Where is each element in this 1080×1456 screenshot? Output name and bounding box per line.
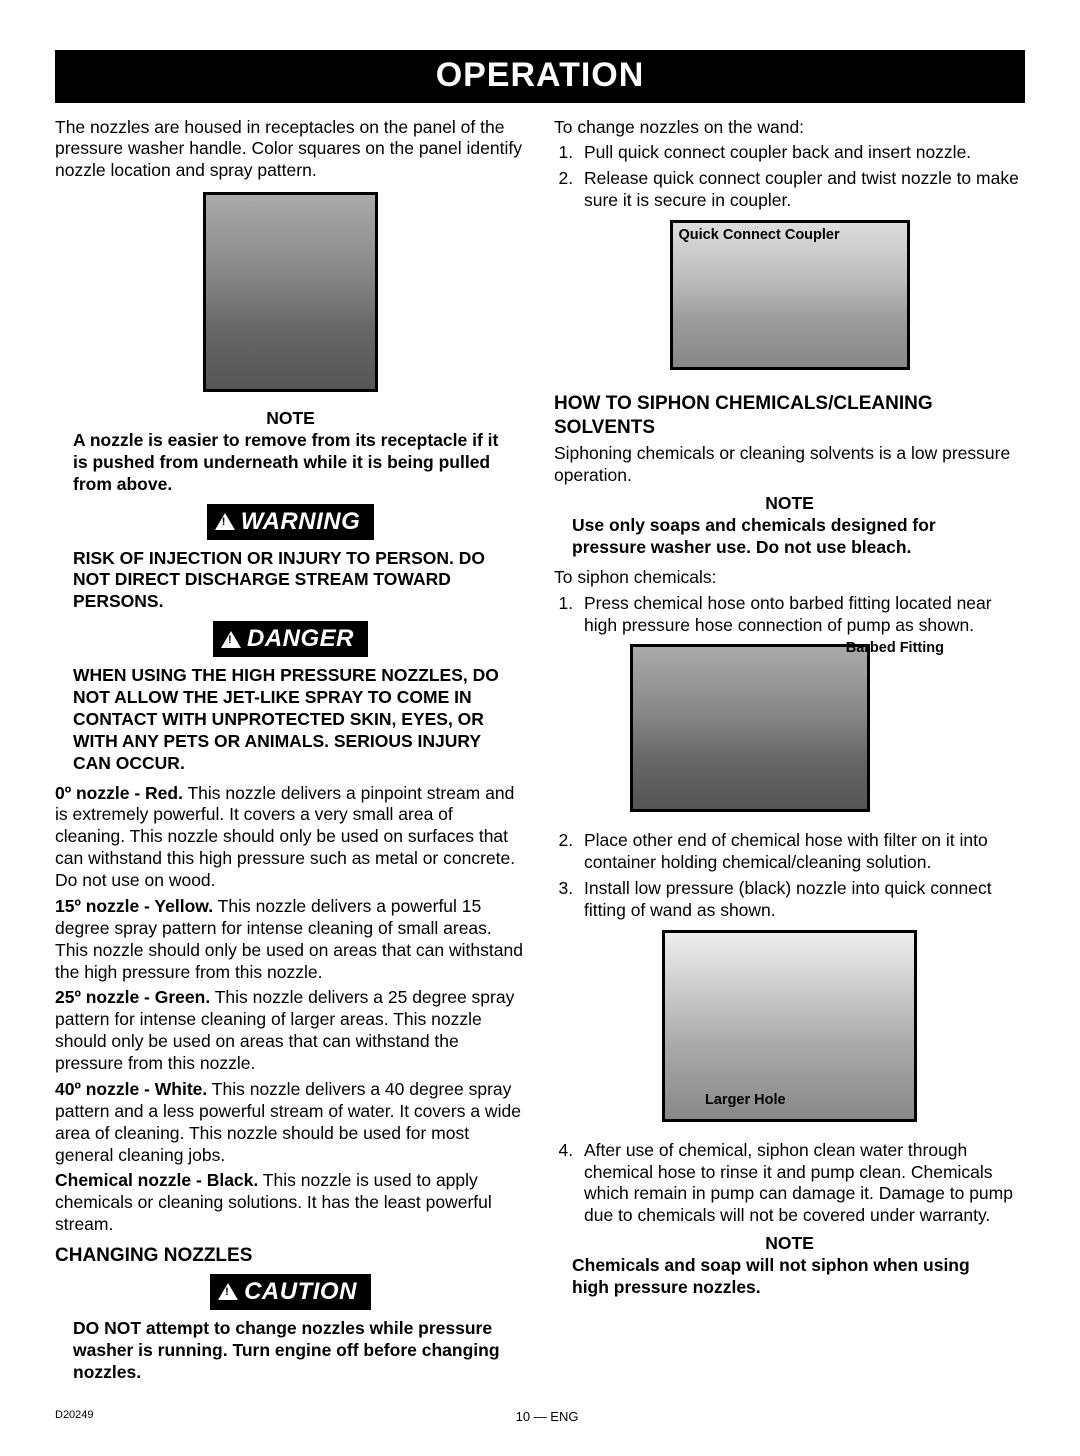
barbed-fitting-caption: Barbed Fitting xyxy=(846,640,944,657)
footer-pagenum: 10 — ENG xyxy=(516,1409,579,1425)
siphon-steps-list: Press chemical hose onto barbed fitting … xyxy=(554,593,1025,637)
note-body: A nozzle is easier to remove from its re… xyxy=(55,430,526,496)
quick-connect-figure-wrap: Quick Connect Coupler xyxy=(554,216,1025,384)
caution-badge: CAUTION xyxy=(210,1274,371,1310)
nozzle-40-para: 40º nozzle - White. This nozzle delivers… xyxy=(55,1079,526,1167)
section-header: OPERATION xyxy=(55,50,1025,103)
siphon-heading: HOW TO SIPHON CHEMICALS/CLEANING SOLVENT… xyxy=(554,392,1025,440)
change-steps-list: Pull quick connect coupler back and inse… xyxy=(554,142,1025,212)
siphon-lead: To siphon chemicals: xyxy=(554,567,1025,589)
nozzle-0-para: 0º nozzle - Red. This nozzle delivers a … xyxy=(55,783,526,892)
quick-connect-caption: Quick Connect Coupler xyxy=(679,227,840,244)
nozzle-chem-para: Chemical nozzle - Black. This nozzle is … xyxy=(55,1170,526,1236)
larger-hole-image: Larger Hole xyxy=(662,930,917,1122)
note2-body: Use only soaps and chemicals designed fo… xyxy=(554,515,1025,559)
barbed-fitting-image xyxy=(630,644,870,812)
nozzle-panel-image xyxy=(203,192,378,392)
page-footer: D20249 10 — ENG xyxy=(55,1409,1025,1425)
danger-triangle-icon xyxy=(221,631,241,648)
nozzle-25-para: 25º nozzle - Green. This nozzle delivers… xyxy=(55,987,526,1075)
change-intro: To change nozzles on the wand: xyxy=(554,117,1025,139)
change-step-1: Pull quick connect coupler back and inse… xyxy=(578,142,1025,164)
nozzle-panel-figure xyxy=(55,186,526,402)
footer-spacer xyxy=(1001,1409,1025,1425)
note3-body: Chemicals and soap will not siphon when … xyxy=(554,1255,1025,1299)
quick-connect-image: Quick Connect Coupler xyxy=(670,220,910,370)
siphon-step-1: Press chemical hose onto barbed fitting … xyxy=(578,593,1025,637)
larger-hole-figure-wrap: Larger Hole xyxy=(554,926,1025,1136)
danger-badge: DANGER xyxy=(213,621,368,657)
note-heading: NOTE xyxy=(55,408,526,430)
intro-text: The nozzles are housed in receptacles on… xyxy=(55,117,526,183)
danger-text: WHEN USING THE HIGH PRESSURE NOZZLES, DO… xyxy=(55,665,526,774)
siphon-step-2: Place other end of chemical hose with fi… xyxy=(578,830,1025,874)
warning-text: RISK OF INJECTION OR INJURY TO PERSON. D… xyxy=(55,548,526,614)
nozzle-40-title: 40º nozzle - White. xyxy=(55,1079,207,1099)
caution-label: CAUTION xyxy=(244,1277,357,1307)
change-step-2: Release quick connect coupler and twist … xyxy=(578,168,1025,212)
warning-label: WARNING xyxy=(241,507,361,537)
siphon-steps-list-3: After use of chemical, siphon clean wate… xyxy=(554,1140,1025,1228)
siphon-steps-list-2: Place other end of chemical hose with fi… xyxy=(554,830,1025,922)
nozzle-chem-title: Chemical nozzle - Black. xyxy=(55,1170,258,1190)
barbed-figure-wrap: Barbed Fitting xyxy=(554,640,1025,826)
caution-text: DO NOT attempt to change nozzles while p… xyxy=(55,1318,526,1384)
footer-docnum: D20249 xyxy=(55,1409,94,1425)
danger-label: DANGER xyxy=(247,624,354,654)
nozzle-25-title: 25º nozzle - Green. xyxy=(55,987,210,1007)
note2-heading: NOTE xyxy=(554,493,1025,515)
warning-triangle-icon xyxy=(215,513,235,530)
larger-hole-caption: Larger Hole xyxy=(705,1092,786,1109)
siphon-step-4: After use of chemical, siphon clean wate… xyxy=(578,1140,1025,1228)
nozzle-0-title: 0º nozzle - Red. xyxy=(55,783,183,803)
left-column: The nozzles are housed in receptacles on… xyxy=(55,117,526,1392)
right-column: To change nozzles on the wand: Pull quic… xyxy=(554,117,1025,1392)
two-column-layout: The nozzles are housed in receptacles on… xyxy=(55,117,1025,1392)
nozzle-15-para: 15º nozzle - Yellow. This nozzle deliver… xyxy=(55,896,526,984)
changing-nozzles-heading: CHANGING NOZZLES xyxy=(55,1244,526,1268)
nozzle-15-title: 15º nozzle - Yellow. xyxy=(55,896,213,916)
caution-triangle-icon xyxy=(218,1283,238,1300)
siphon-step-3: Install low pressure (black) nozzle into… xyxy=(578,878,1025,922)
warning-badge: WARNING xyxy=(207,504,375,540)
siphon-intro: Siphoning chemicals or cleaning solvents… xyxy=(554,443,1025,487)
note3-heading: NOTE xyxy=(554,1233,1025,1255)
